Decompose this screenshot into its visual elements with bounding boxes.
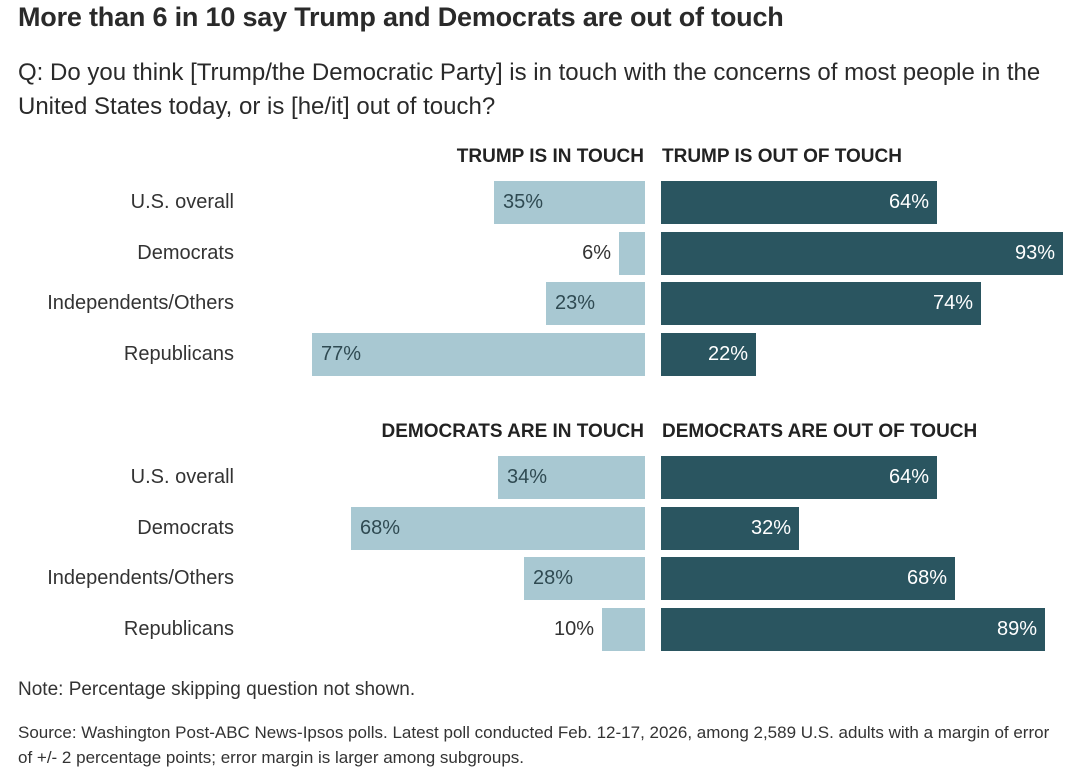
category-label: Independents/Others bbox=[47, 567, 234, 589]
value-label-out-of-touch: 64% bbox=[888, 466, 929, 488]
bar-out-of-touch bbox=[661, 232, 1063, 275]
bar-out-of-touch bbox=[661, 333, 756, 376]
value-label-out-of-touch: 22% bbox=[707, 343, 748, 365]
bar-in-touch bbox=[351, 507, 645, 550]
bar-in-touch bbox=[312, 333, 645, 376]
category-label: U.S. overall bbox=[130, 191, 234, 213]
value-label-out-of-touch: 32% bbox=[750, 517, 791, 539]
value-label-in-touch: 68% bbox=[360, 517, 401, 539]
bar-out-of-touch bbox=[661, 557, 955, 600]
bar-out-of-touch bbox=[661, 608, 1045, 651]
panel-1-in-touch-header: TRUMP IS IN TOUCH bbox=[456, 146, 644, 167]
category-label: Independents/Others bbox=[47, 292, 234, 314]
bar-out-of-touch bbox=[661, 507, 799, 550]
value-label-in-touch: 28% bbox=[533, 567, 574, 589]
panel-1-out-of-touch-header: TRUMP IS OUT OF TOUCH bbox=[662, 146, 902, 167]
value-label-out-of-touch: 74% bbox=[932, 292, 973, 314]
panel-2-out-of-touch-header: DEMOCRATS ARE OUT OF TOUCH bbox=[662, 421, 978, 442]
value-label-in-touch: 23% bbox=[555, 292, 596, 314]
value-label-in-touch: 77% bbox=[321, 343, 362, 365]
value-label-in-touch: 35% bbox=[503, 191, 544, 213]
bar-in-touch bbox=[546, 282, 645, 325]
category-label: Republicans bbox=[123, 618, 234, 640]
bar-in-touch bbox=[524, 557, 645, 600]
value-label-in-touch: 10% bbox=[553, 618, 594, 640]
chart-subtitle: Q: Do you think [Trump/the Democratic Pa… bbox=[18, 59, 1041, 120]
bar-in-touch bbox=[494, 181, 645, 224]
category-label: Democrats bbox=[137, 517, 234, 539]
chart-title: More than 6 in 10 say Trump and Democrat… bbox=[18, 2, 784, 32]
bar-in-touch bbox=[498, 456, 645, 499]
category-label: Republicans bbox=[123, 343, 234, 365]
bar-in-touch bbox=[619, 232, 645, 275]
value-label-in-touch: 34% bbox=[507, 466, 548, 488]
category-label: U.S. overall bbox=[130, 466, 234, 488]
bar-out-of-touch bbox=[661, 181, 937, 224]
value-label-out-of-touch: 89% bbox=[996, 618, 1037, 640]
value-label-out-of-touch: 68% bbox=[906, 567, 947, 589]
category-label: Democrats bbox=[137, 242, 234, 264]
footnote: Note: Percentage skipping question not s… bbox=[18, 679, 416, 700]
value-label-out-of-touch: 93% bbox=[1014, 242, 1055, 264]
bar-out-of-touch bbox=[661, 282, 981, 325]
source-note: Source: Washington Post-ABC News-Ipsos p… bbox=[18, 723, 1050, 767]
bar-out-of-touch bbox=[661, 456, 937, 499]
value-label-out-of-touch: 64% bbox=[888, 191, 929, 213]
panel-2-in-touch-header: DEMOCRATS ARE IN TOUCH bbox=[381, 421, 644, 442]
bar-in-touch bbox=[602, 608, 645, 651]
value-label-in-touch: 6% bbox=[582, 242, 611, 264]
